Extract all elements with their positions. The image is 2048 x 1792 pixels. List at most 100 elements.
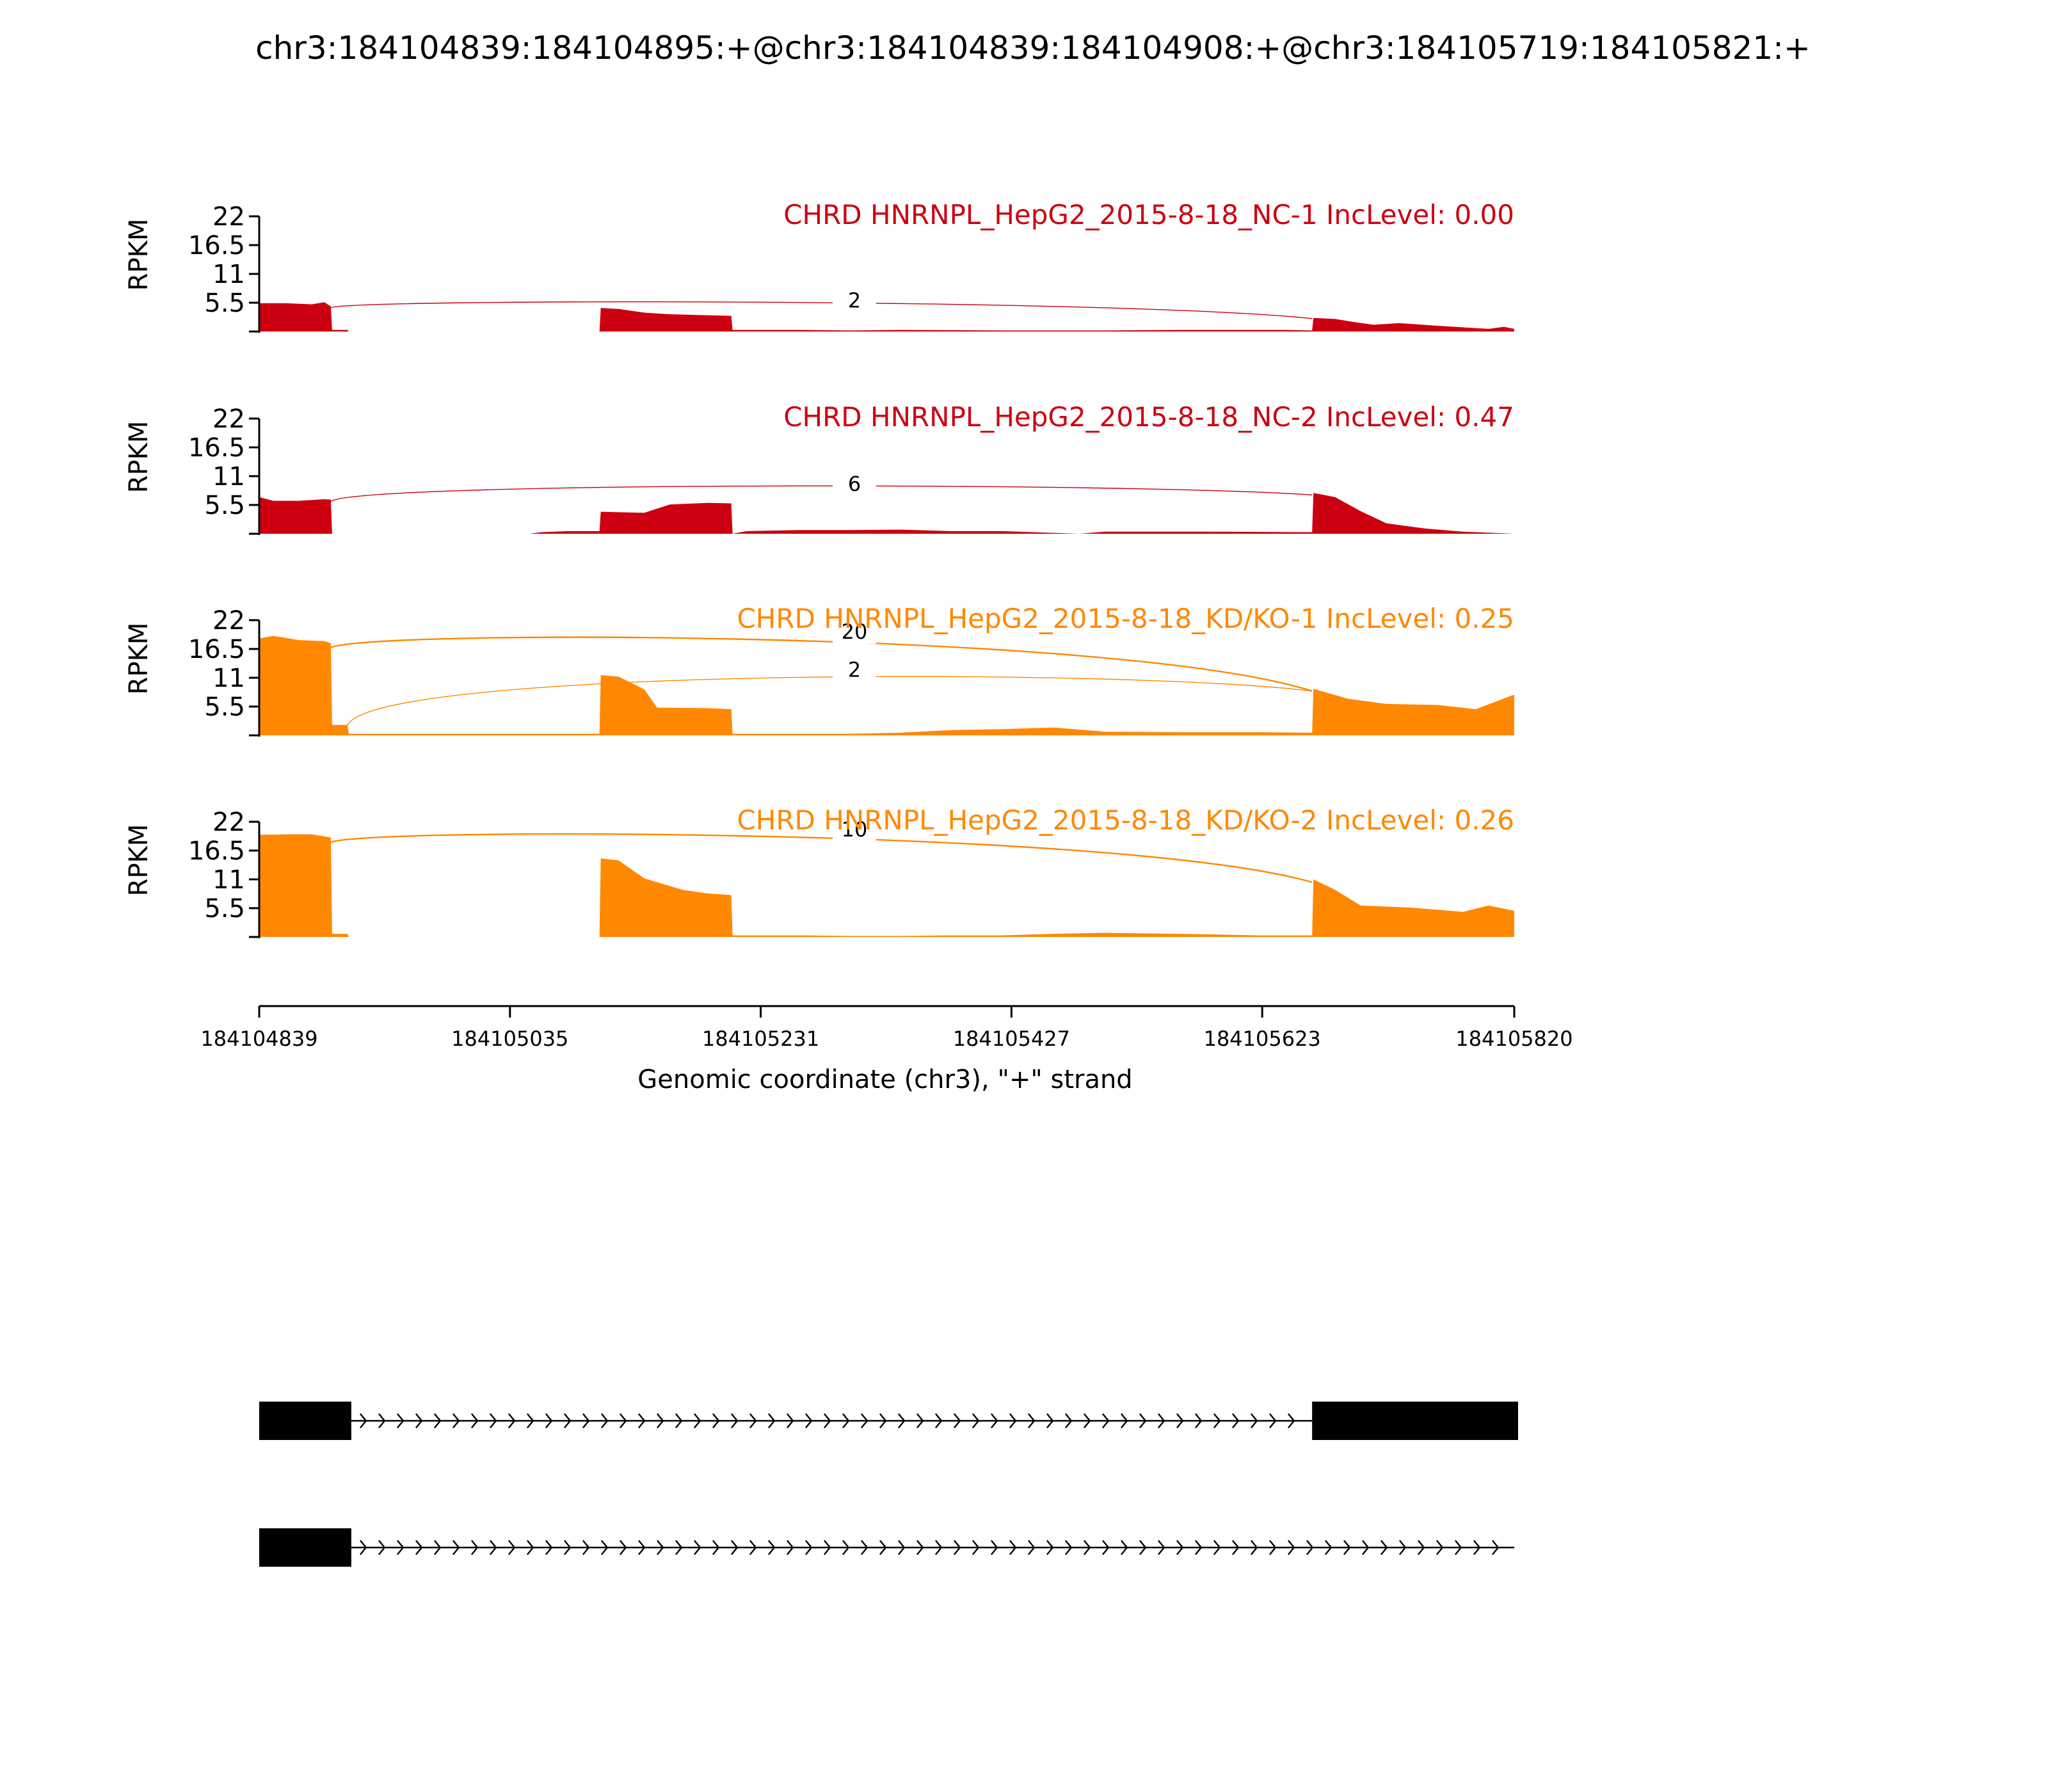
y-tick-label: 11: [212, 664, 245, 693]
junction-count: 2: [848, 289, 861, 313]
strand-arrow: [972, 1540, 980, 1555]
strand-arrow: [1176, 1540, 1184, 1555]
strand-arrow: [1288, 1540, 1295, 1555]
junction-count: 2: [848, 658, 861, 682]
strand-arrow: [582, 1540, 590, 1555]
strand-arrow: [805, 1540, 813, 1555]
y-tick-label: 11: [212, 865, 245, 895]
strand-arrow: [434, 1540, 442, 1555]
track-label: CHRD HNRNPL_HepG2_2015-8-18_NC-1 IncLeve…: [783, 199, 1514, 230]
strand-arrow: [1213, 1413, 1221, 1428]
junction-count: 20: [842, 620, 868, 644]
strand-arrow: [749, 1540, 757, 1555]
strand-arrow: [1084, 1413, 1091, 1428]
strand-arrow: [805, 1413, 813, 1428]
y-tick-label: 16.5: [188, 231, 245, 260]
strand-arrow: [731, 1540, 739, 1555]
junction-arc: [330, 301, 1313, 319]
strand-arrow: [694, 1413, 701, 1428]
strand-arrow: [638, 1540, 646, 1555]
strand-arrow: [1009, 1540, 1017, 1555]
strand-arrow: [1418, 1540, 1425, 1555]
x-axis: 184104839 184105035 184105231 184105427 1841…: [200, 1005, 1573, 1051]
strand-arrow: [1306, 1540, 1314, 1555]
strand-arrow: [527, 1540, 534, 1555]
strand-arrow: [1084, 1540, 1091, 1555]
strand-arrow: [1362, 1540, 1370, 1555]
junction-arc: [330, 833, 1313, 883]
y-axis-label: RPKM: [124, 623, 154, 695]
strand-arrow: [378, 1540, 386, 1555]
junction-count-bg: [833, 476, 876, 497]
strand-arrow: [601, 1540, 609, 1555]
strand-arrow: [675, 1540, 683, 1555]
junction-count-bg: [833, 292, 876, 313]
strand-arrow: [712, 1540, 720, 1555]
x-tick-label: 184105623: [1204, 1027, 1321, 1051]
junction-arc: [347, 676, 1313, 726]
strand-arrow: [1251, 1413, 1258, 1428]
junction-count-bg: [833, 821, 876, 842]
strand-arrow: [935, 1413, 943, 1428]
y-tick-label: 11: [212, 260, 245, 289]
strand-arrow: [490, 1413, 497, 1428]
strand-arrow: [1232, 1413, 1240, 1428]
strand-arrow: [842, 1540, 850, 1555]
junction-arc: [330, 485, 1313, 502]
strand-arrow: [991, 1540, 998, 1555]
strand-arrow: [657, 1413, 664, 1428]
strand-arrow: [471, 1540, 479, 1555]
strand-arrow: [712, 1413, 720, 1428]
strand-arrow: [582, 1413, 590, 1428]
junction-count-bg: [833, 623, 876, 644]
strand-arrow: [1121, 1413, 1128, 1428]
strand-arrow: [842, 1413, 850, 1428]
strand-arrow: [1139, 1540, 1147, 1555]
y-tick-label: 5.5: [204, 289, 245, 318]
strand-arrow: [1158, 1413, 1165, 1428]
strand-arrow: [1176, 1413, 1184, 1428]
strand-arrow: [694, 1540, 701, 1555]
strand-arrow: [1028, 1413, 1036, 1428]
strand-arrow: [1158, 1540, 1165, 1555]
strand-arrow: [1473, 1540, 1481, 1555]
strand-arrow: [1046, 1413, 1054, 1428]
y-axis-label: RPKM: [124, 219, 154, 291]
strand-arrow: [879, 1540, 887, 1555]
strand-arrow: [415, 1413, 423, 1428]
strand-arrow: [1436, 1540, 1444, 1555]
y-axis-label: RPKM: [124, 824, 154, 897]
junction-count: 6: [848, 472, 861, 496]
strand-arrow: [545, 1413, 553, 1428]
y-tick-label: 11: [212, 462, 245, 492]
strand-arrow: [824, 1540, 831, 1555]
strand-arrow: [787, 1540, 794, 1555]
strand-arrow: [1213, 1540, 1221, 1555]
x-tick-label: 184105820: [1455, 1027, 1572, 1051]
strand-arrow: [1195, 1540, 1203, 1555]
strand-arrow: [378, 1413, 386, 1428]
coverage-area: [259, 636, 1514, 735]
strand-arrow: [1492, 1540, 1500, 1555]
transcript-2: [259, 1528, 1514, 1567]
strand-arrow: [527, 1413, 534, 1428]
strand-arrow: [972, 1413, 980, 1428]
y-tick-label: 5.5: [204, 894, 245, 924]
y-tick-label: 16.5: [188, 433, 245, 463]
strand-arrow: [1121, 1540, 1128, 1555]
strand-arrow: [1102, 1540, 1110, 1555]
y-tick-label: 22: [212, 202, 245, 232]
strand-arrow: [1028, 1540, 1036, 1555]
strand-arrow: [768, 1540, 776, 1555]
coverage-area: [259, 302, 1514, 332]
y-tick-label: 22: [212, 606, 245, 636]
strand-arrow: [471, 1413, 479, 1428]
strand-arrow: [861, 1540, 868, 1555]
strand-arrow: [508, 1413, 516, 1428]
strand-arrow: [824, 1413, 831, 1428]
junction-count-bg: [833, 661, 876, 682]
strand-arrow: [898, 1413, 906, 1428]
